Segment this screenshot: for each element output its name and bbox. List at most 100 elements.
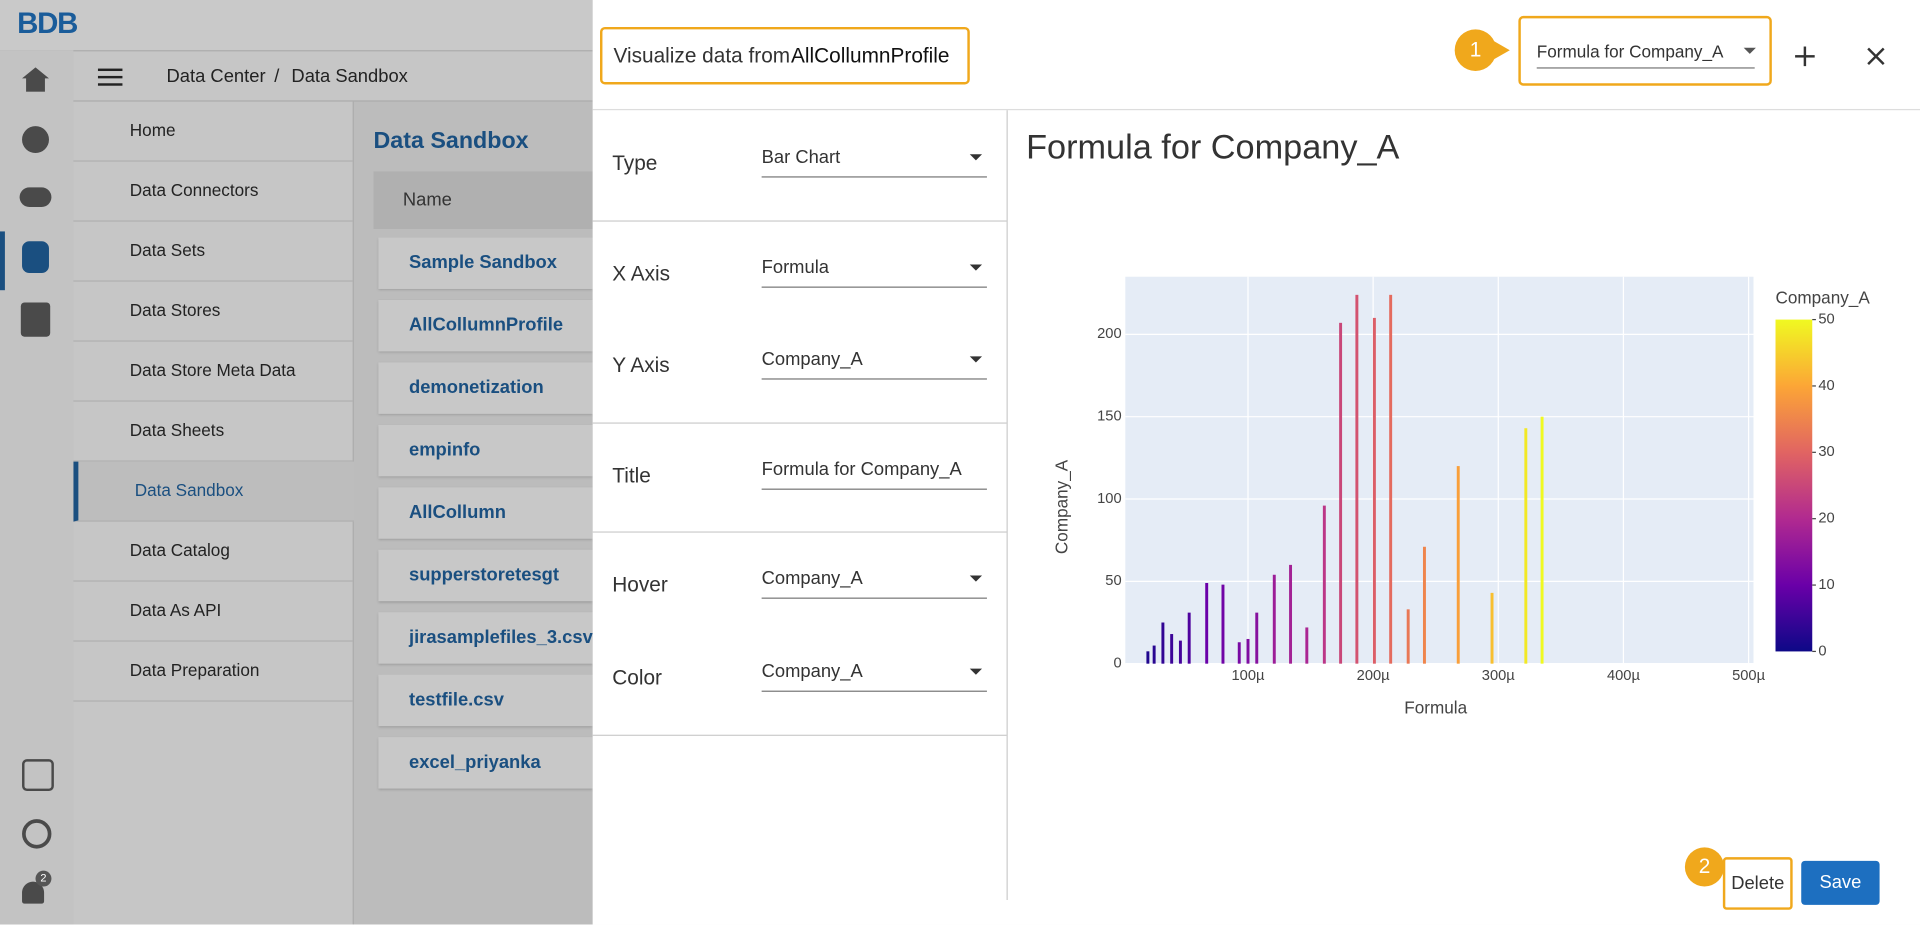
chart-title: Formula for Company_A bbox=[1026, 128, 1399, 166]
bar bbox=[1422, 546, 1426, 664]
menu-label: Data Sheets bbox=[129, 420, 225, 440]
sandbox-row[interactable]: AllCollumn bbox=[378, 487, 593, 539]
step-badge: 1 bbox=[1454, 29, 1497, 72]
menu-item[interactable]: Data Stores bbox=[73, 282, 353, 342]
menu-item[interactable]: Data Catalog bbox=[73, 522, 353, 582]
y-tick-label: 150 bbox=[1097, 409, 1122, 425]
bar bbox=[1246, 638, 1250, 664]
report-icon[interactable] bbox=[22, 759, 54, 792]
monitor-icon[interactable] bbox=[20, 302, 51, 337]
menu-label: Data Preparation bbox=[129, 660, 260, 680]
y-tick-label: 50 bbox=[1105, 573, 1121, 589]
field-label: Title bbox=[612, 464, 651, 488]
colorbar-title: Company_A bbox=[1776, 287, 1871, 307]
sandbox-row[interactable]: excel_priyanka bbox=[378, 737, 593, 789]
top-bar: BDB bbox=[0, 0, 593, 52]
save-button[interactable]: Save bbox=[1801, 860, 1880, 905]
bar bbox=[1146, 651, 1150, 664]
menu-label: Home bbox=[129, 120, 176, 140]
form-divider bbox=[592, 531, 1007, 533]
sandbox-row[interactable]: empinfo bbox=[378, 424, 593, 477]
breadcrumb-bar: Data Center / Data Sandbox bbox=[73, 51, 593, 102]
field-value: Company_A bbox=[761, 348, 863, 370]
step-badge: 2 bbox=[1684, 847, 1725, 887]
field-input[interactable]: Formula for Company_A bbox=[761, 459, 987, 490]
sandbox-row[interactable]: jirasamplefiles_3.csv bbox=[378, 612, 593, 664]
menu-item[interactable]: Data Sheets bbox=[73, 402, 353, 462]
caret bbox=[969, 575, 983, 582]
form-divider bbox=[592, 220, 1007, 222]
menu-label: Data Store Meta Data bbox=[129, 360, 296, 380]
menu-item[interactable]: Data Sets bbox=[73, 222, 353, 282]
sandbox-name: empinfo bbox=[408, 439, 481, 461]
hamburger-icon[interactable] bbox=[97, 68, 123, 72]
sandbox-row[interactable]: Sample Sandbox bbox=[378, 237, 593, 289]
field-select[interactable]: Company_A bbox=[761, 348, 987, 380]
caret bbox=[1743, 47, 1756, 54]
form-divider bbox=[592, 422, 1007, 424]
menu-item[interactable]: Data Sandbox bbox=[73, 461, 358, 522]
delete-button[interactable]: Delete bbox=[1722, 857, 1793, 910]
field-label: Type bbox=[612, 151, 658, 176]
colorbar-tick-label: 30 bbox=[1818, 444, 1834, 460]
side-menu: Home Data Connectors Data Sets Data Stores D… bbox=[73, 101, 358, 925]
sandbox-row[interactable]: testfile.csv bbox=[378, 674, 593, 727]
field-value: Company_A bbox=[761, 661, 863, 683]
bar bbox=[1272, 574, 1276, 664]
bar bbox=[1372, 317, 1376, 664]
field-select[interactable]: Formula bbox=[761, 257, 987, 288]
sandbox-row[interactable]: AllCollumnProfile bbox=[378, 300, 593, 352]
x-axis-title: Formula bbox=[1404, 698, 1467, 718]
menu-label: Data Catalog bbox=[129, 540, 230, 560]
x-tick-label: 200µ bbox=[1357, 668, 1391, 684]
logo[interactable]: BDB bbox=[17, 7, 78, 41]
breadcrumb-parent[interactable]: Data Center bbox=[166, 66, 266, 87]
form-divider bbox=[592, 734, 1007, 736]
sandbox-name: Sample Sandbox bbox=[408, 252, 557, 274]
menu-item[interactable]: Data As API bbox=[73, 582, 353, 642]
bar bbox=[1524, 428, 1528, 664]
y-tick-label: 100 bbox=[1097, 491, 1122, 507]
sandbox-name: AllCollumnProfile bbox=[408, 314, 564, 336]
heading-source: AllCollumnProfile bbox=[791, 44, 950, 68]
field-select[interactable]: Company_A bbox=[761, 661, 987, 692]
field-select[interactable]: Bar Chart bbox=[761, 147, 987, 178]
menu-item[interactable]: Data Connectors bbox=[73, 162, 353, 222]
field-value: Formula bbox=[761, 257, 829, 278]
bar bbox=[1170, 634, 1174, 664]
colorbar-tick-label: 10 bbox=[1818, 577, 1834, 593]
sandbox-row[interactable]: demonetization bbox=[378, 362, 593, 414]
content-title: Data Sandbox bbox=[373, 128, 529, 155]
bar bbox=[1221, 584, 1225, 664]
select-underline bbox=[1536, 67, 1755, 69]
bar bbox=[1406, 609, 1410, 664]
y-axis-title: Company_A bbox=[1051, 459, 1071, 554]
field-select[interactable]: Company_A bbox=[761, 568, 987, 599]
plot-background bbox=[1125, 276, 1754, 664]
bar bbox=[1289, 564, 1293, 664]
column-header: Name bbox=[402, 189, 452, 211]
sandbox-list: Data Sandbox Name Sample Sandbox AllCollu… bbox=[353, 101, 593, 925]
bar bbox=[1161, 622, 1165, 664]
y-tick-label: 0 bbox=[1113, 656, 1121, 672]
colorbar-tick-label: 40 bbox=[1818, 378, 1834, 394]
chart-select[interactable]: Formula for Company_A bbox=[1518, 15, 1772, 86]
bell-icon[interactable] bbox=[22, 881, 45, 904]
bar bbox=[1255, 612, 1259, 664]
x-tick-label: 100µ bbox=[1232, 668, 1266, 684]
menu-item[interactable]: Data Store Meta Data bbox=[73, 342, 353, 402]
menu-item[interactable]: Data Preparation bbox=[73, 642, 353, 702]
field-value: Company_A bbox=[761, 568, 863, 589]
search-icon[interactable] bbox=[22, 819, 52, 849]
bar bbox=[1187, 612, 1191, 664]
user-icon[interactable] bbox=[22, 126, 49, 154]
colorbar bbox=[1775, 319, 1813, 652]
breadcrumb-current: Data Sandbox bbox=[291, 66, 408, 87]
notification-badge: 2 bbox=[35, 870, 52, 887]
bar bbox=[1152, 645, 1156, 664]
field-value: Formula for Company_A bbox=[761, 459, 962, 481]
menu-item[interactable]: Home bbox=[73, 102, 353, 162]
team-icon[interactable] bbox=[19, 187, 52, 207]
sandbox-row[interactable]: supperstoretesgt bbox=[378, 549, 593, 602]
data-icon[interactable] bbox=[22, 241, 49, 274]
